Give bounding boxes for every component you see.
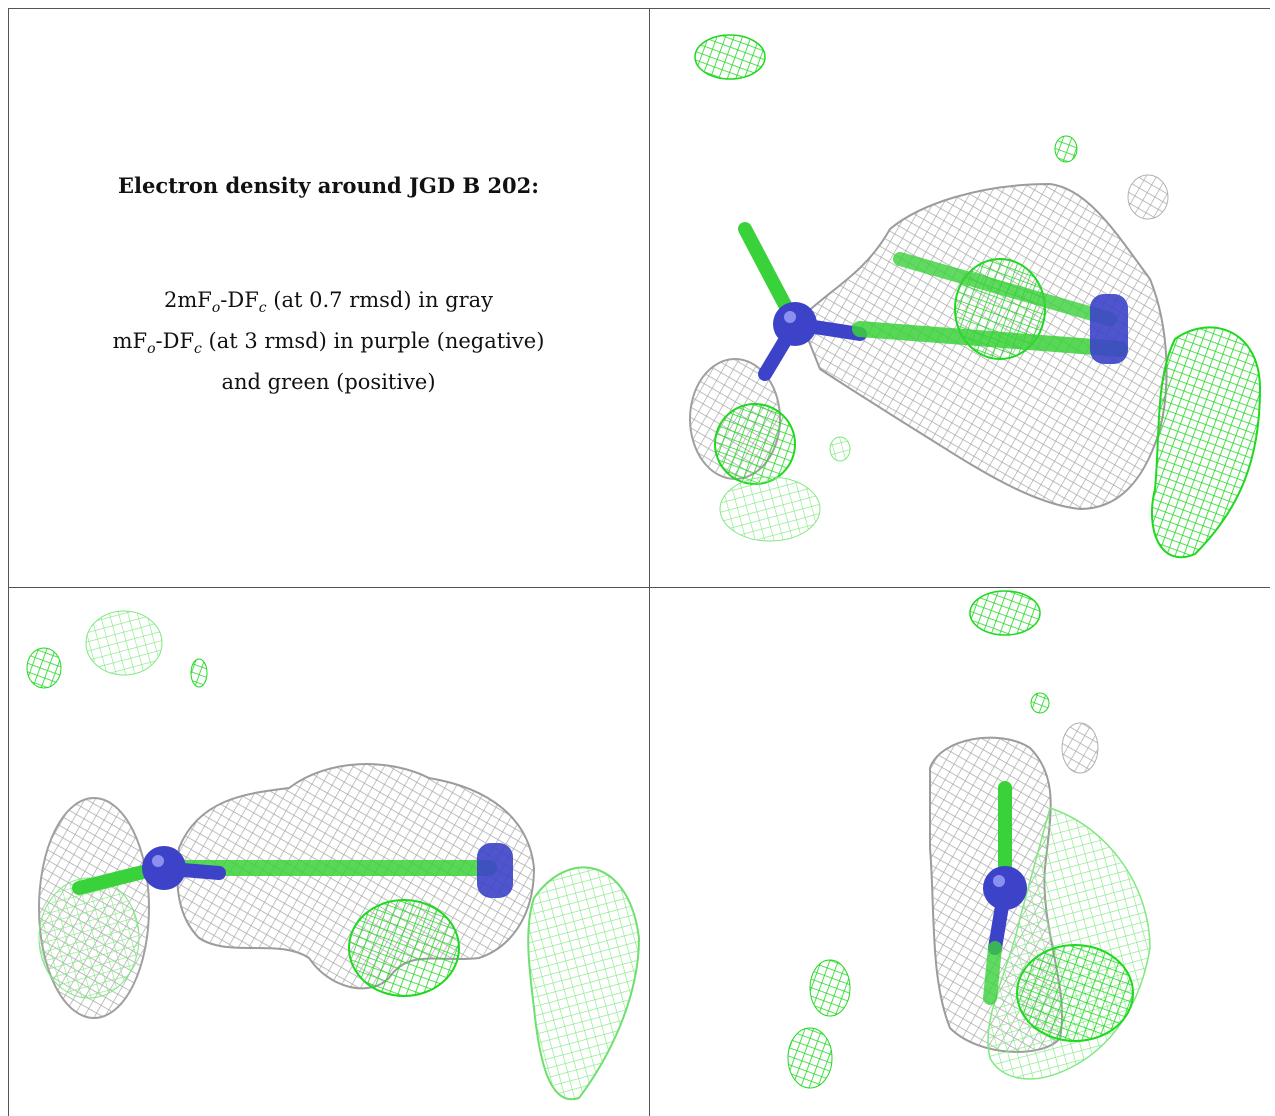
caption-cell: Electron density around JGD B 202: 2mFo-… [8,8,649,587]
panel-bottom-right [650,588,1270,1116]
green-density-blob [714,403,796,485]
panel-bottom-left [9,588,649,1116]
gray-density-blob [1061,722,1099,774]
green-density-mesh [1151,326,1262,559]
panel-top-right [650,9,1270,587]
density-render-bottom-right [787,590,1151,1089]
atom [983,866,1027,910]
caption-description: 2mFo-DFc (at 0.7 rmsd) in gray mFo-DFc (… [8,284,649,399]
green-density-blob [190,658,208,688]
density-render-top-right [689,34,1262,559]
green-density-blob [38,877,140,999]
figure-grid: Electron density around JGD B 202: 2mFo-… [8,8,1270,1116]
caption-map2-continuation: and green (positive) [221,370,436,395]
caption-map1-line: 2mFo-DFc (at 0.7 rmsd) in gray [163,288,494,317]
green-density-blob [829,436,851,462]
green-density-blob [1030,692,1050,714]
atom-highlight [152,855,164,867]
green-density-blob [348,899,460,997]
density-render-bottom-left [26,610,641,1101]
green-density-blob [787,1027,833,1089]
green-density-blob [85,610,163,676]
atom [773,302,817,346]
green-density-blob [969,590,1041,636]
atom [1090,294,1128,364]
caption-title: Electron density around JGD B 202: [117,173,540,198]
gray-density-blob [1127,174,1169,220]
border-top [8,8,1270,9]
divider-vertical [649,8,650,1116]
green-density-mesh [527,866,641,1101]
atom-highlight [784,311,796,323]
caption-map2-line: mFo-DFc (at 3 rmsd) in purple (negative) [112,329,545,358]
green-density-blob [1054,135,1078,163]
atom [477,843,513,898]
bond [852,321,1128,357]
green-density-blob [719,476,821,542]
atom [142,846,186,890]
bond [893,252,1117,326]
divider-horizontal [8,587,1270,588]
border-left [8,8,9,1116]
green-density-blob [1016,944,1134,1042]
green-density-blob [26,647,62,689]
atom-highlight [993,875,1005,887]
green-density-blob [809,959,851,1017]
bond [983,941,1002,1005]
green-density-blob [694,34,766,80]
